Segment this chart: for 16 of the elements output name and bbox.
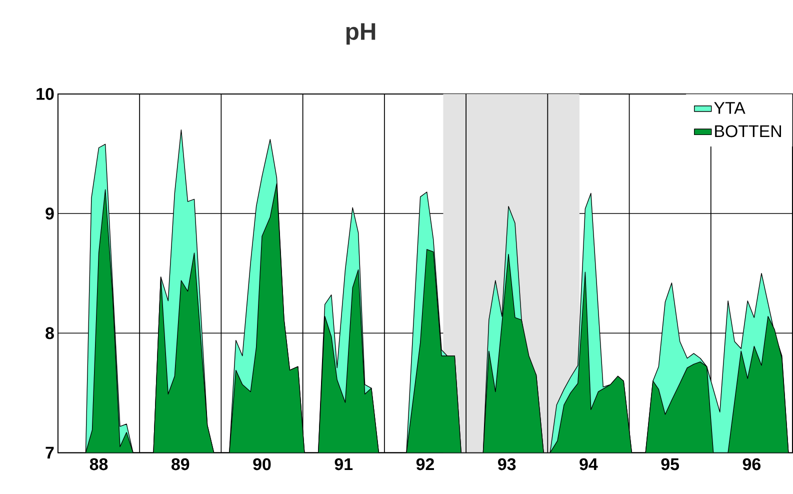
y-tick-label: 7 <box>46 447 54 459</box>
x-tick-label: 94 <box>580 458 598 470</box>
legend-label: YTA <box>714 102 746 114</box>
y-tick-label: 8 <box>46 327 54 340</box>
y-tick-label: 9 <box>46 208 54 220</box>
legend-label: BOTTEN <box>715 125 781 138</box>
x-tick-label: 93 <box>498 458 516 470</box>
x-tick-label: 92 <box>416 458 434 470</box>
x-tick-label: 95 <box>661 458 680 470</box>
y-tick-label: 10 <box>36 88 54 100</box>
x-tick-label: 89 <box>172 458 190 470</box>
x-tick-label: 91 <box>334 458 353 470</box>
x-tick-label: 88 <box>90 458 108 470</box>
x-tick-label: 96 <box>742 458 760 470</box>
x-tick-label: 90 <box>253 458 271 470</box>
chart-title: pH <box>346 23 376 45</box>
